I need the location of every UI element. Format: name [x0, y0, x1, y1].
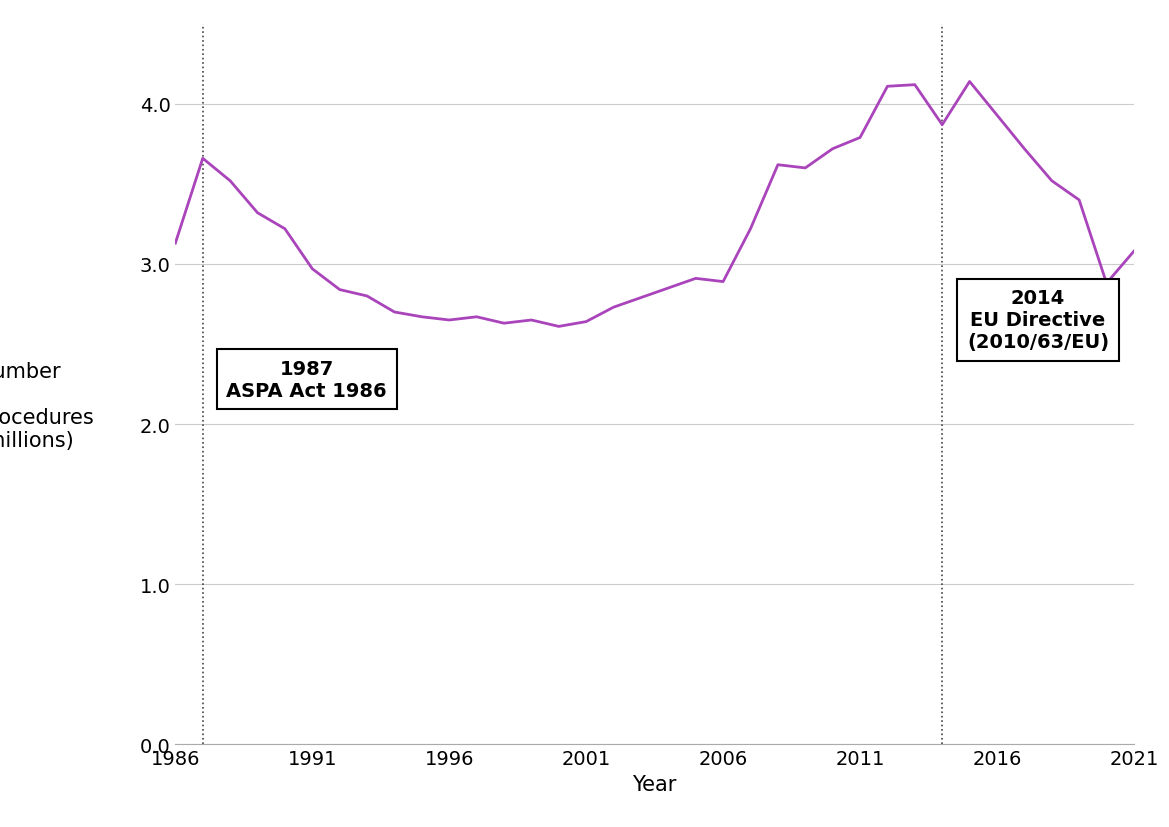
X-axis label: Year: Year	[632, 774, 677, 794]
Text: 1987
ASPA Act 1986: 1987 ASPA Act 1986	[227, 359, 387, 400]
Text: 2014
EU Directive
(2010/63/EU): 2014 EU Directive (2010/63/EU)	[967, 289, 1109, 352]
Y-axis label: Number
of
procedures
(millions): Number of procedures (millions)	[0, 361, 94, 451]
